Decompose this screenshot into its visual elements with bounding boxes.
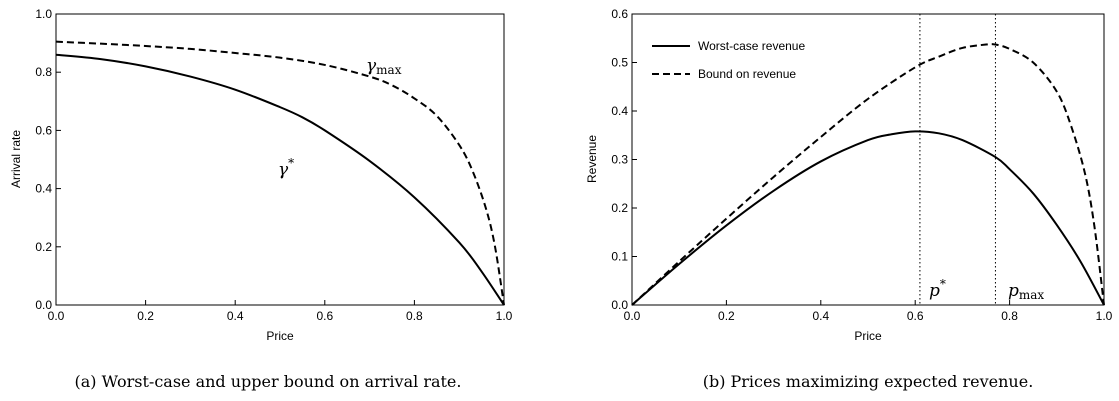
x-axis-label: Price	[854, 329, 882, 343]
x-tick-label: 0.4	[227, 309, 244, 323]
caption-a: (a) Worst-case and upper bound on arriva…	[75, 372, 462, 391]
y-tick-label: 0.8	[35, 65, 52, 79]
x-tick-label: 0.4	[812, 309, 829, 323]
y-tick-label: 0.2	[35, 240, 52, 254]
y-tick-label: 0.6	[35, 123, 52, 137]
arrival-rate-chart: 0.0 0.2 0.4 0.6 0.8 1.0 0.0 0.2 0.4 0.6 0.8 1.0 Pr…	[9, 7, 513, 391]
series-line-dashed	[631, 43, 1105, 306]
x-tick-label: 0.8	[1001, 309, 1018, 323]
y-tick-label: 0.4	[35, 182, 52, 196]
x-axis-ticks: 0.0 0.2 0.4 0.6 0.8 1.0	[48, 300, 513, 323]
y-axis-ticks: 0.0 0.1 0.2 0.3 0.4 0.5 0.6	[611, 7, 637, 312]
x-tick-label: 0.8	[406, 309, 423, 323]
x-axis-ticks: 0.0 0.2 0.4 0.6 0.8 1.0	[624, 300, 1113, 323]
series-line-solid	[55, 53, 505, 306]
y-tick-label: 0.1	[611, 250, 628, 264]
legend-label-bound: Bound on revenue	[698, 67, 796, 81]
plot-frame	[631, 13, 1105, 306]
gamma-max-annotation: γmax	[366, 56, 402, 77]
revenue-chart: 0.0 0.1 0.2 0.3 0.4 0.5 0.6 0.0 0.2 0.4 0.6 0.8 1.0…	[585, 7, 1113, 391]
x-axis-label: Price	[266, 329, 294, 343]
vertical-reference-lines	[919, 14, 996, 305]
gamma-star-annotation: γ*	[278, 156, 294, 180]
y-axis-ticks: 0.0 0.2 0.4 0.6 0.8 1.0	[35, 7, 61, 312]
y-tick-label: 0.5	[611, 56, 628, 70]
p-star-annotation: p*	[929, 277, 946, 301]
series-group	[631, 43, 1105, 306]
y-axis-label: Arrival rate	[9, 130, 23, 188]
legend: Worst-case revenue Bound on revenue	[652, 39, 805, 81]
series-line-dashed	[55, 40, 505, 306]
series-group	[55, 40, 505, 306]
x-tick-label: 1.0	[496, 309, 513, 323]
y-tick-label: 1.0	[35, 7, 52, 21]
y-tick-label: 0.0	[611, 298, 628, 312]
plot-frame	[55, 13, 505, 306]
y-tick-label: 0.6	[611, 7, 628, 21]
x-tick-label: 1.0	[1096, 309, 1113, 323]
x-tick-label: 0.6	[907, 309, 924, 323]
x-tick-label: 0.0	[48, 309, 65, 323]
x-tick-label: 0.0	[624, 309, 641, 323]
y-axis-label: Revenue	[585, 135, 599, 183]
caption-b: (b) Prices maximizing expected revenue.	[703, 372, 1034, 391]
x-tick-label: 0.6	[316, 309, 333, 323]
y-tick-label: 0.2	[611, 201, 628, 215]
series-line-solid	[631, 130, 1105, 306]
x-tick-label: 0.2	[137, 309, 154, 323]
legend-label-worst-case: Worst-case revenue	[698, 39, 805, 53]
x-tick-label: 0.2	[718, 309, 735, 323]
y-tick-label: 0.0	[35, 298, 52, 312]
y-tick-label: 0.4	[611, 104, 628, 118]
y-tick-label: 0.3	[611, 153, 628, 167]
p-max-annotation: pmax	[1008, 281, 1044, 302]
